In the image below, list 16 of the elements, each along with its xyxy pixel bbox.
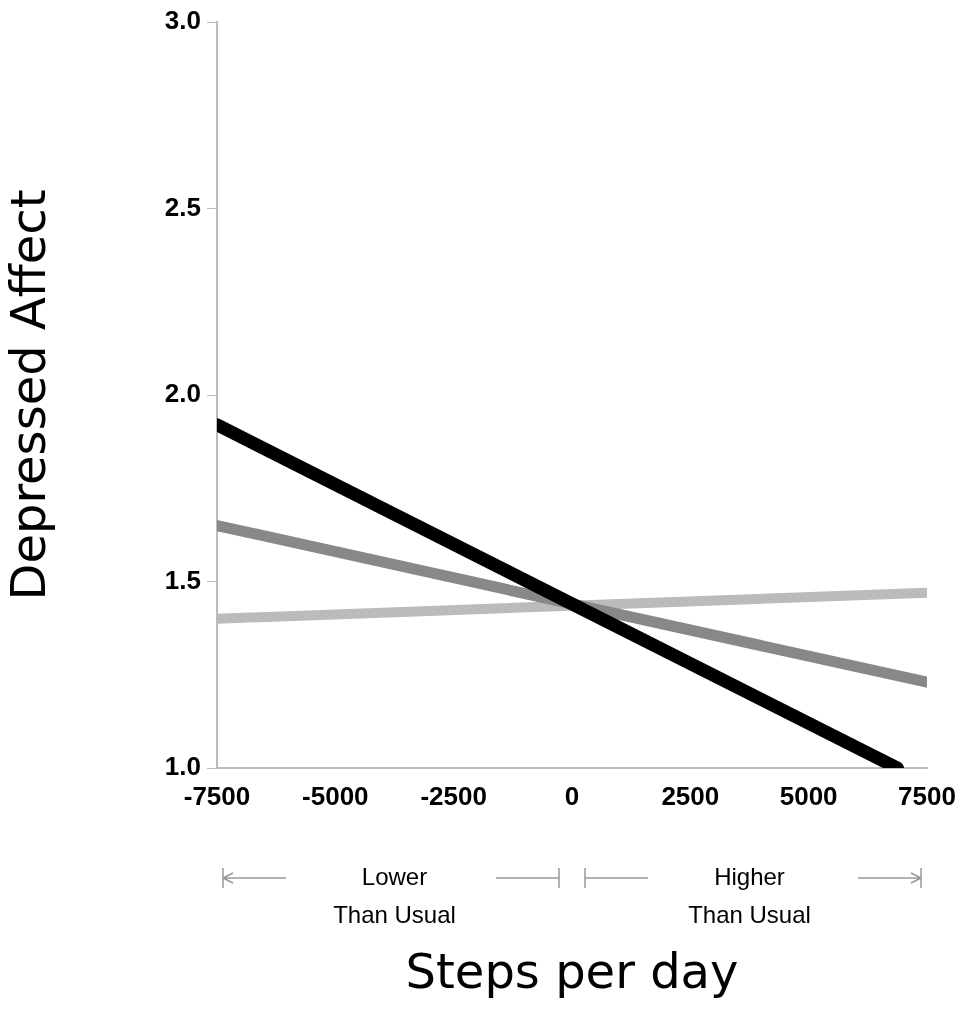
x-tick-label: -5000 [302, 780, 369, 811]
x-tick-label: 7500 [898, 780, 956, 811]
x-tick-label: -7500 [183, 780, 251, 811]
x-tick-label: 2500 [661, 780, 720, 811]
y-tick-label: 2.5 [164, 191, 201, 222]
text: Lower Than Usual [333, 862, 456, 928]
x-axis-title: Steps per day [405, 942, 739, 999]
x-tick-label: 0 [564, 780, 580, 811]
y-tick-label: 2.0 [164, 378, 201, 409]
y-axis-title: Depressed Affect [0, 189, 57, 601]
x-tick-label: 5000 [779, 780, 838, 811]
y-tick-label: 1.0 [164, 751, 201, 782]
y-tick-label: 3.0 [164, 5, 201, 36]
y-tick-label: 1.5 [164, 564, 201, 595]
x-tick-label: -2500 [420, 780, 487, 811]
text: Higher Than Usual [688, 862, 811, 928]
